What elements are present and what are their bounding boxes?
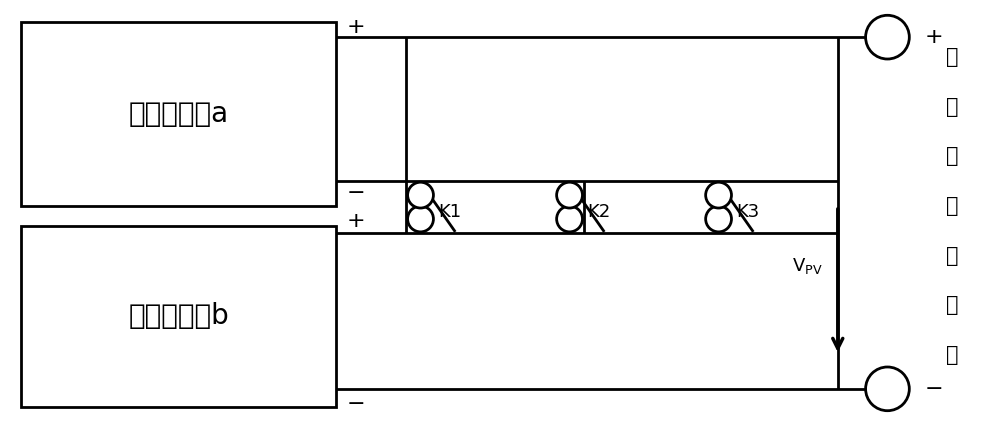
Text: 电: 电 [946, 295, 958, 315]
Circle shape [408, 182, 433, 208]
Text: 列: 列 [946, 246, 958, 266]
Text: 伏: 伏 [946, 147, 958, 167]
Text: K3: K3 [736, 203, 760, 221]
Text: −: − [347, 183, 365, 203]
Text: $\mathrm{V}_{\mathrm{PV}}$: $\mathrm{V}_{\mathrm{PV}}$ [792, 256, 823, 276]
Text: −: − [924, 379, 943, 399]
Text: 阵: 阵 [946, 196, 958, 216]
Text: +: + [347, 17, 365, 37]
Circle shape [408, 206, 433, 232]
Bar [21, 22, 336, 206]
Text: 子光伏阵列a: 子光伏阵列a [129, 100, 229, 128]
Circle shape [866, 367, 909, 411]
Text: 子光伏阵列b: 子光伏阵列b [128, 302, 229, 330]
Text: K1: K1 [438, 203, 462, 221]
Circle shape [557, 206, 582, 232]
Text: 压: 压 [946, 345, 958, 365]
Text: +: + [347, 211, 365, 231]
Bar [21, 226, 336, 407]
Circle shape [706, 206, 731, 232]
Text: −: − [347, 394, 365, 414]
Circle shape [557, 182, 582, 208]
Text: 总: 总 [946, 47, 958, 67]
Text: +: + [924, 27, 943, 47]
Circle shape [866, 15, 909, 59]
Text: 光: 光 [946, 97, 958, 117]
Text: K2: K2 [587, 203, 611, 221]
Circle shape [706, 182, 731, 208]
